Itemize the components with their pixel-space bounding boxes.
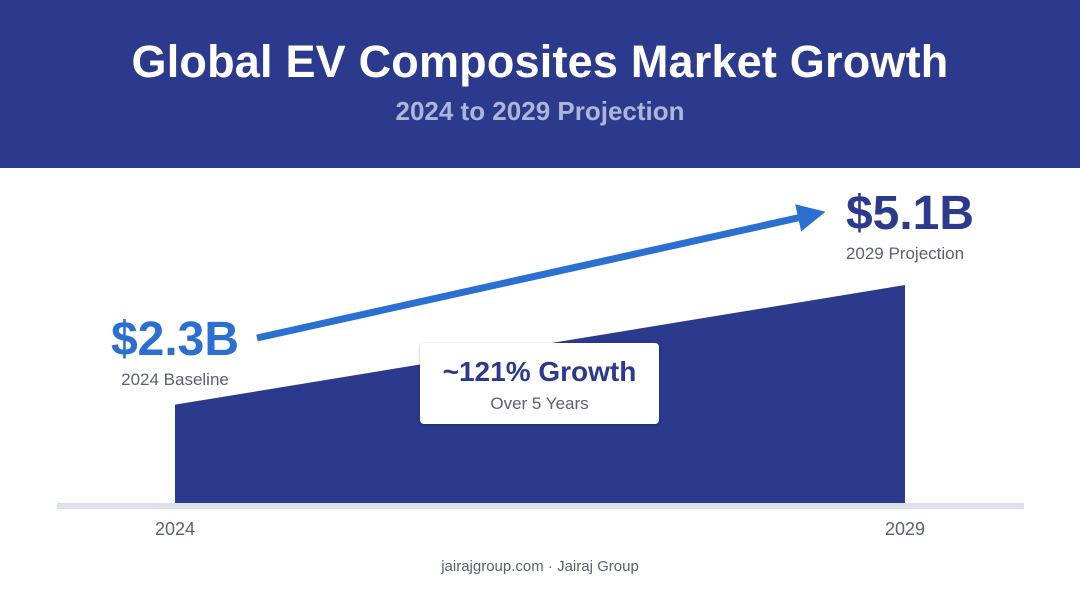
growth-value: ~121% Growth (442, 356, 637, 387)
chart-subtitle: 2024 to 2029 Projection (395, 96, 685, 126)
x-tick-label: 2024 (155, 519, 195, 539)
growth-callout: ~121% Growth Over 5 Years (420, 343, 659, 424)
start-caption: 2024 Baseline (121, 370, 229, 389)
growth-arrow (256, 204, 826, 342)
end-caption: 2029 Projection (845, 244, 965, 263)
header-banner: Global EV Composites Market Growth 2024 … (0, 0, 1080, 168)
chart-title: Global EV Composites Market Growth (131, 36, 949, 87)
start-value-label: $2.3B (110, 313, 240, 366)
growth-caption: Over 5 Years (490, 394, 589, 413)
footer-credit: jairajgroup.com · Jairaj Group (441, 558, 639, 575)
x-axis-line (57, 503, 1024, 509)
x-tick-label: 2029 (885, 519, 925, 539)
end-value-label: $5.1B (845, 187, 975, 240)
